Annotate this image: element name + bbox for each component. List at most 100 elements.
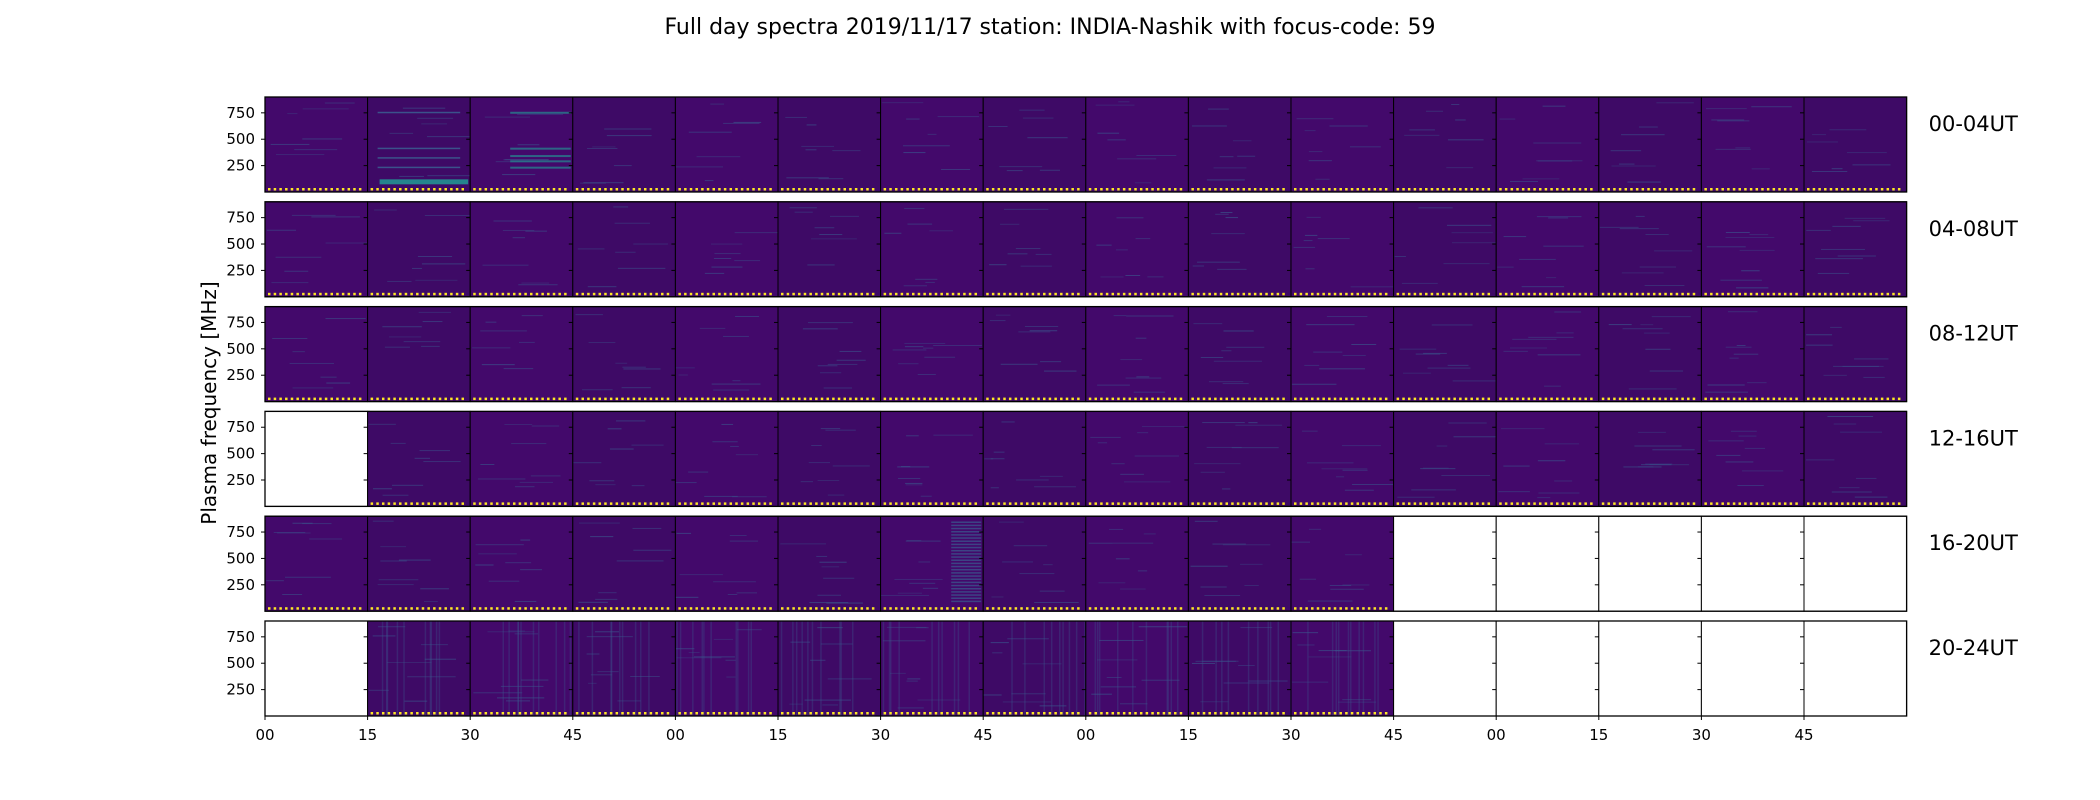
noise-streak (988, 126, 1008, 128)
noise-streak (1638, 126, 1658, 128)
marker-dot (1430, 188, 1434, 191)
spectra-panel (876, 201, 984, 298)
spectra-panel-fill (1598, 411, 1702, 507)
marker-dot (1299, 502, 1303, 505)
marker-dot (781, 607, 784, 610)
noise-streak (373, 488, 392, 490)
marker-dot (273, 397, 277, 401)
marker-dot (1807, 188, 1810, 191)
marker-dot (1464, 292, 1468, 296)
marker-dot (1464, 502, 1468, 505)
spectra-panel (1492, 620, 1600, 717)
marker-dot (1641, 292, 1645, 296)
marker-dot (792, 607, 795, 610)
marker-dot (643, 188, 647, 191)
y-tick-label: 500 (226, 549, 255, 567)
noise-streak (1002, 701, 1052, 703)
marker-dot (1128, 712, 1132, 715)
spectra-panel (1492, 410, 1600, 507)
marker-dot (1624, 397, 1628, 401)
marker-dot (1077, 292, 1080, 296)
spectra-panel-fill (1701, 411, 1804, 507)
marker-dot (1253, 502, 1257, 505)
marker-dot (433, 188, 436, 191)
marker-dot (1630, 397, 1633, 401)
marker-dot (1014, 607, 1018, 610)
marker-dot (296, 397, 299, 401)
marker-dot (1236, 607, 1240, 610)
marker-dot (917, 188, 921, 191)
spectra-panel (671, 201, 779, 298)
noise-streak (1537, 497, 1551, 499)
marker-dot (1795, 397, 1798, 401)
noise-streak (1639, 266, 1677, 268)
marker-dot (843, 502, 847, 505)
noise-streak (710, 243, 743, 245)
marker-dot (1197, 607, 1200, 610)
noise-streak (273, 532, 306, 534)
marker-dot (1145, 607, 1149, 610)
interference-line (510, 111, 571, 114)
marker-dot (1151, 502, 1154, 505)
marker-dot (883, 292, 887, 296)
vertical-streak (1145, 621, 1148, 716)
marker-dot (1111, 607, 1115, 610)
marker-dot (1664, 502, 1667, 505)
noise-streak (1556, 332, 1574, 334)
marker-dot (478, 712, 482, 715)
marker-dot (1071, 397, 1074, 401)
marker-dot (666, 292, 670, 296)
marker-dot (1350, 502, 1354, 505)
noise-streak (1509, 347, 1547, 349)
marker-dot (638, 292, 641, 296)
noise-streak (817, 627, 843, 629)
marker-dot (541, 397, 544, 401)
interference-line (951, 587, 982, 590)
spectra-panel (1287, 201, 1395, 298)
noise-streak (1452, 380, 1497, 382)
marker-dot (678, 397, 681, 401)
noise-streak (407, 676, 456, 678)
marker-dot (427, 712, 430, 715)
noise-streak (508, 630, 525, 632)
marker-dot (906, 397, 909, 401)
marker-dot (1265, 292, 1268, 296)
noise-streak (390, 442, 406, 444)
spectra-panel (979, 306, 1087, 403)
noise-streak (1306, 216, 1321, 218)
noise-streak (929, 230, 953, 232)
marker-dot (1139, 188, 1143, 191)
marker-dot (1259, 607, 1263, 610)
marker-dot (615, 712, 619, 715)
marker-dot (564, 188, 567, 191)
marker-dot (1311, 292, 1314, 296)
marker-dot (547, 607, 550, 610)
marker-dot (518, 712, 522, 715)
marker-dot (769, 712, 772, 715)
marker-dot (1499, 397, 1502, 401)
marker-dot (461, 502, 465, 505)
marker-dot (1516, 188, 1519, 191)
spectra-panel (1697, 201, 1805, 298)
marker-dot (1282, 188, 1285, 191)
marker-dot (1481, 397, 1485, 401)
marker-dot (1094, 502, 1097, 505)
marker-dot (1025, 188, 1029, 191)
noise-streak (1248, 680, 1288, 682)
marker-dot (530, 607, 533, 610)
marker-dot (1647, 292, 1650, 296)
marker-dot (336, 607, 339, 610)
interference-line (951, 549, 982, 552)
interference-line (377, 111, 461, 114)
marker-dot (1202, 607, 1206, 610)
marker-dot (1858, 292, 1861, 296)
noise-streak (404, 700, 428, 702)
marker-dot (968, 292, 972, 296)
noise-streak (1830, 326, 1842, 328)
vertical-streak (941, 621, 943, 716)
noise-streak (832, 150, 861, 152)
marker-dot (1105, 397, 1109, 401)
marker-dot (889, 712, 892, 715)
marker-dot (991, 292, 995, 296)
marker-dot (1202, 502, 1206, 505)
